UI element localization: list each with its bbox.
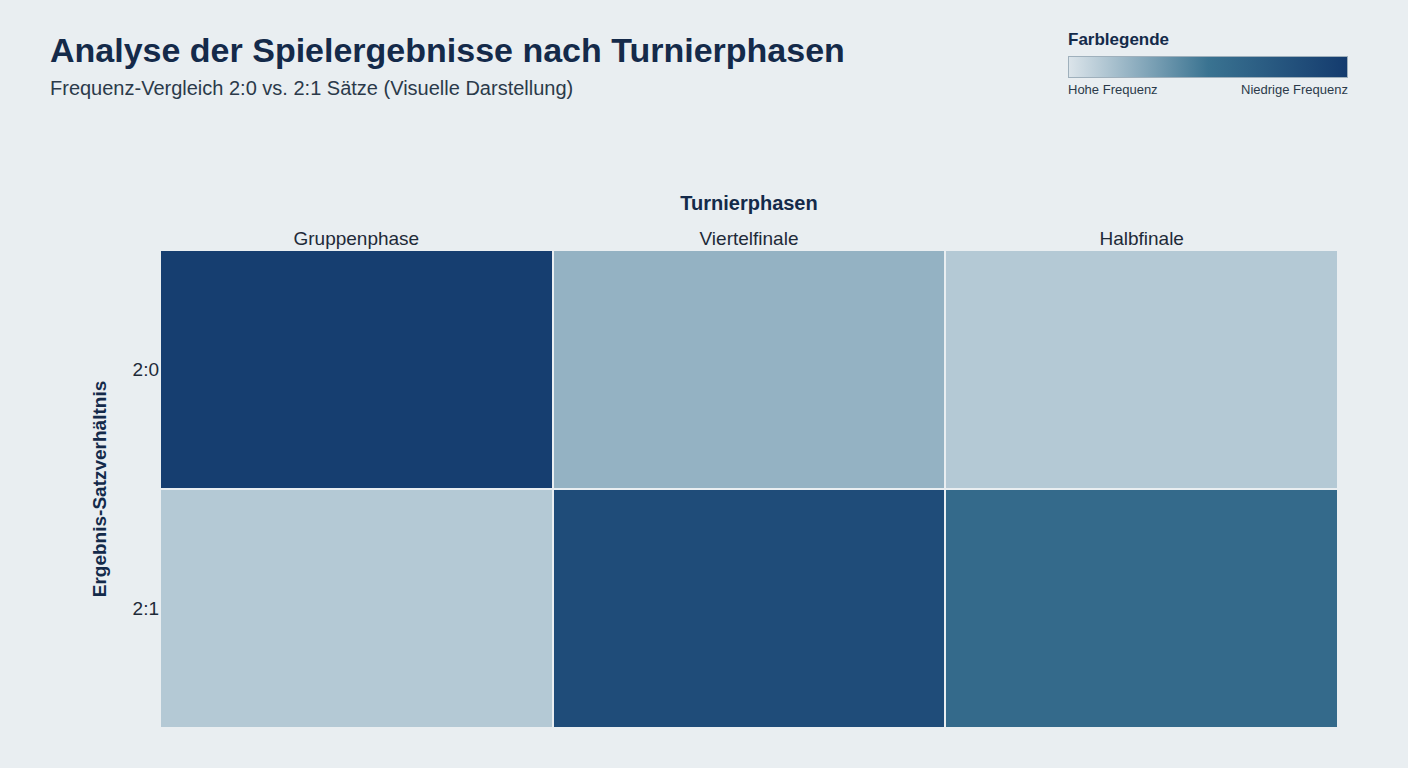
html-text:Niedrige Frequenz: Niedrige Frequenz — [1241, 82, 1348, 97]
html-text:Analyse der Spielergebnisse na: Analyse der Spielergebnisse nach Turnier… — [50, 31, 845, 69]
svg-text:Halbfinale: Halbfinale — [1099, 228, 1184, 249]
html-text:Hohe Frequenz: Hohe Frequenz — [1068, 82, 1158, 97]
html-text:Farblegende: Farblegende — [1068, 30, 1170, 49]
svg-text:Viertelfinale: Viertelfinale — [700, 228, 799, 249]
svg-text:2:1: 2:1 — [133, 598, 159, 619]
svg-text:Gruppenphase: Gruppenphase — [293, 228, 419, 249]
svg-text:2:0: 2:0 — [133, 359, 159, 380]
svg-text:Turnierphasen: Turnierphasen — [680, 192, 817, 214]
svg-text:Ergebnis-Satzverhältnis: Ergebnis-Satzverhältnis — [89, 381, 110, 597]
html-text:Frequenz-Vergleich 2:0 vs. 2:1: Frequenz-Vergleich 2:0 vs. 2:1 Sätze (Vi… — [50, 76, 574, 99]
